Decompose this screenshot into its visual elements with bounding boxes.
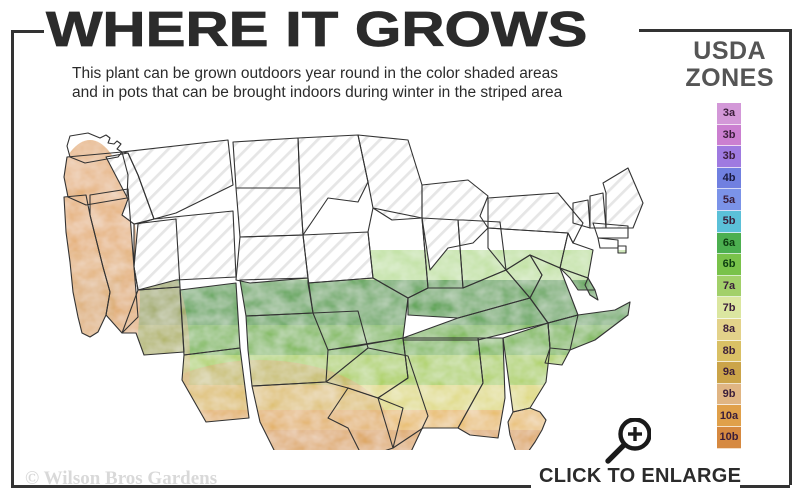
ND bbox=[233, 138, 300, 188]
MN bbox=[298, 135, 368, 235]
IA bbox=[303, 232, 373, 283]
SD bbox=[236, 188, 303, 237]
NE bbox=[236, 235, 308, 283]
